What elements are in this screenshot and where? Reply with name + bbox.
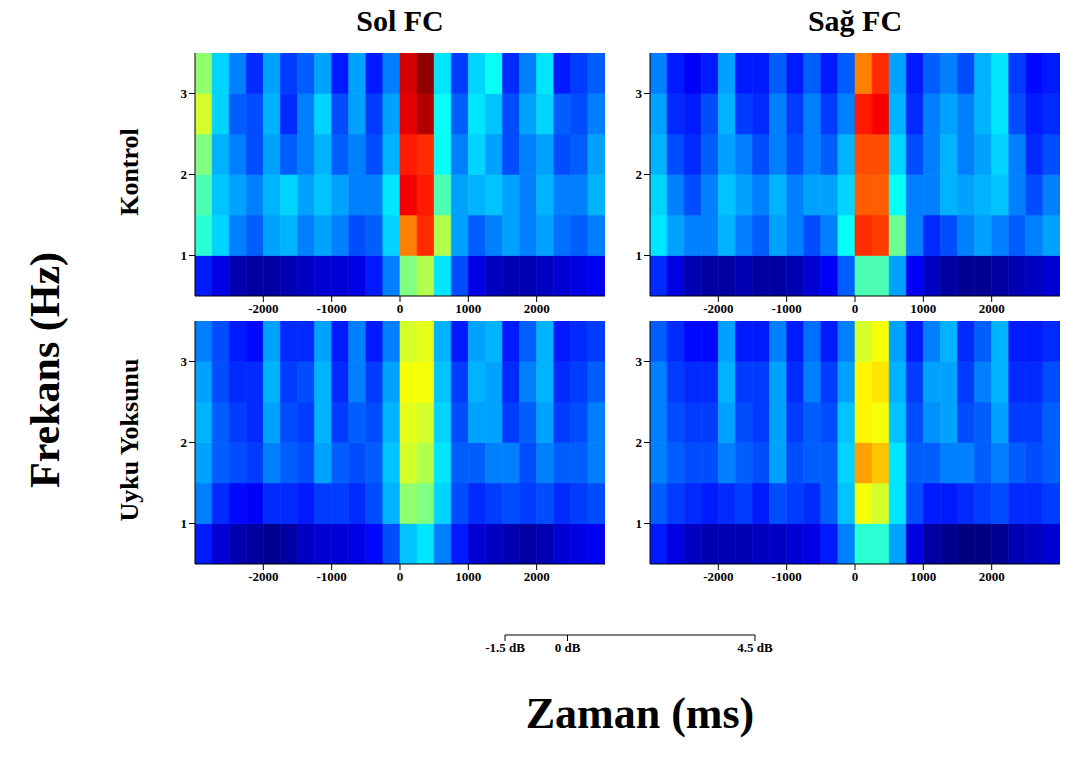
svg-text:2: 2	[636, 167, 643, 182]
svg-text:0: 0	[852, 301, 859, 316]
svg-text:1: 1	[636, 516, 643, 531]
svg-text:0: 0	[397, 301, 404, 316]
svg-text:-1000: -1000	[771, 569, 801, 584]
svg-text:1: 1	[181, 516, 188, 531]
svg-text:1000: 1000	[910, 569, 936, 584]
svg-text:-1000: -1000	[316, 569, 346, 584]
svg-text:1: 1	[636, 248, 643, 263]
svg-text:0: 0	[397, 569, 404, 584]
svg-text:3: 3	[636, 86, 643, 101]
svg-text:0 dB: 0 dB	[555, 640, 581, 655]
svg-text:2: 2	[181, 435, 188, 450]
svg-text:3: 3	[181, 354, 188, 369]
html-text:Sol FC: Sol FC	[356, 4, 444, 37]
svg-text:2: 2	[636, 435, 643, 450]
svg-text:-2000: -2000	[703, 569, 733, 584]
html-text:Uyku Yoksunu: Uyku Yoksunu	[115, 358, 144, 522]
svg-text:2000: 2000	[979, 569, 1005, 584]
svg-text:-2000: -2000	[248, 569, 278, 584]
svg-text:-1000: -1000	[771, 301, 801, 316]
svg-text:3: 3	[636, 354, 643, 369]
svg-text:1000: 1000	[455, 569, 481, 584]
svg-text:-2000: -2000	[703, 301, 733, 316]
svg-text:-2000: -2000	[248, 301, 278, 316]
svg-text:2000: 2000	[524, 569, 550, 584]
svg-text:0: 0	[852, 569, 859, 584]
svg-text:1000: 1000	[910, 301, 936, 316]
html-text:Zaman (ms): Zaman (ms)	[525, 689, 755, 738]
html-text:Kontrol: Kontrol	[115, 128, 144, 216]
svg-text:3: 3	[181, 86, 188, 101]
svg-text:-1.5 dB: -1.5 dB	[485, 640, 525, 655]
svg-text:1: 1	[181, 248, 188, 263]
svg-text:2000: 2000	[979, 301, 1005, 316]
svg-text:1000: 1000	[455, 301, 481, 316]
svg-text:-1000: -1000	[316, 301, 346, 316]
svg-text:4.5 dB: 4.5 dB	[737, 640, 773, 655]
svg-text:2000: 2000	[524, 301, 550, 316]
svg-text:2: 2	[181, 167, 188, 182]
html-text:Sağ FC: Sağ FC	[807, 4, 903, 37]
html-text:Frekans (Hz): Frekans (Hz)	[22, 252, 68, 488]
